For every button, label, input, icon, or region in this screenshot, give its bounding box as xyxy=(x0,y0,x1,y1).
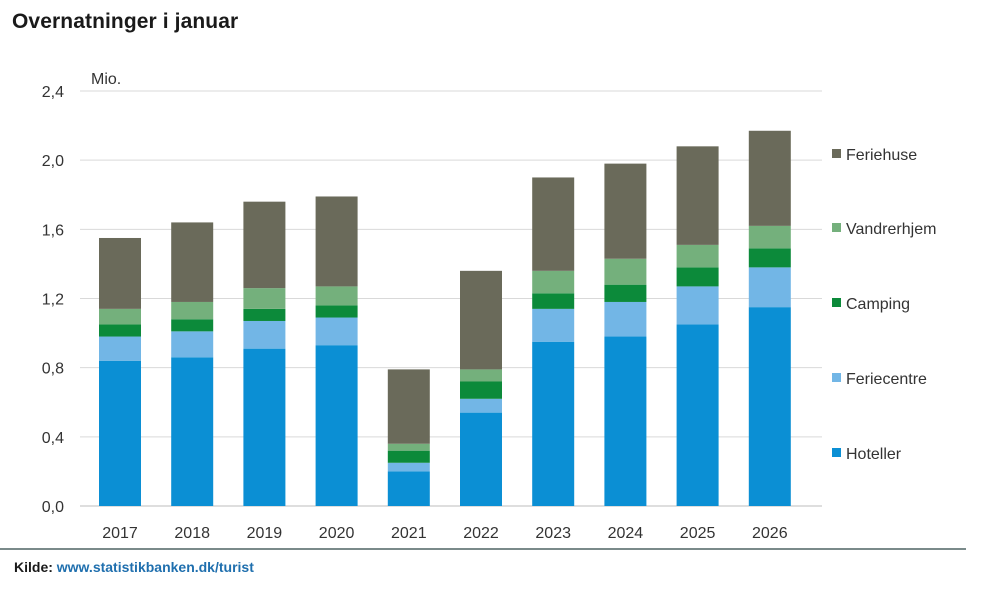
y-tick-label: 0,0 xyxy=(42,499,64,516)
bar-segment xyxy=(387,450,430,463)
bar-segment xyxy=(171,222,214,302)
y-tick-label: 0,4 xyxy=(42,430,64,447)
bar-segment xyxy=(315,305,358,318)
bar-segment xyxy=(676,286,719,325)
x-tick-label: 2019 xyxy=(247,525,283,542)
bar-segment xyxy=(748,267,791,308)
bar-segment xyxy=(387,443,430,451)
bar-segment xyxy=(315,345,358,506)
bar-segment xyxy=(99,308,141,325)
bar-segment xyxy=(748,225,791,249)
bar-segment xyxy=(604,258,647,285)
bar-segment xyxy=(387,462,430,472)
bar-segment xyxy=(243,348,286,506)
bar-segment xyxy=(604,163,647,259)
x-tick-label: 2022 xyxy=(463,525,499,542)
legend-swatch xyxy=(832,373,841,382)
x-tick-label: 2023 xyxy=(535,525,571,542)
chart-title: Overnatninger i januar xyxy=(12,10,239,33)
source-note: Kilde: www.statistikbanken.dk/turist xyxy=(14,559,254,575)
bars xyxy=(99,130,791,506)
source-divider xyxy=(0,548,966,550)
bar-segment xyxy=(676,267,719,287)
y-tick-label: 0,8 xyxy=(42,361,64,378)
bar-segment xyxy=(171,319,214,332)
legend-label: Hoteller xyxy=(846,446,902,463)
x-tick-label: 2017 xyxy=(102,525,138,542)
bar-segment xyxy=(532,270,575,294)
legend-swatch xyxy=(832,149,841,158)
bar-segment xyxy=(315,317,358,346)
bar-segment xyxy=(676,324,719,506)
bar-segment xyxy=(460,369,502,382)
bar-segment xyxy=(171,331,214,358)
source-link[interactable]: www.statistikbanken.dk/turist xyxy=(56,559,254,575)
bar-segment xyxy=(532,177,575,271)
bar-segment xyxy=(748,130,791,226)
legend-swatch xyxy=(832,223,841,232)
bar-segment xyxy=(604,301,647,337)
bar-segment xyxy=(387,369,430,444)
legend-swatch xyxy=(832,298,841,307)
y-axis: 0,0 0,4 0,8 1,2 1,6 2,0 2,4 xyxy=(42,84,64,516)
bar-segment xyxy=(460,398,502,413)
bar-segment xyxy=(99,237,141,309)
bar-segment xyxy=(171,301,214,320)
bar-segment xyxy=(243,201,286,289)
source-label: Kilde: xyxy=(14,559,53,575)
bar-segment xyxy=(532,293,575,309)
bar-segment xyxy=(676,244,719,268)
legend-label: Camping xyxy=(846,296,910,313)
bar-segment xyxy=(676,146,719,245)
bar-segment xyxy=(460,270,502,370)
legend: Hoteller Feriecentre Camping Vandrerhjem Fer… xyxy=(832,147,936,463)
bar-segment xyxy=(315,196,358,287)
bar-segment xyxy=(243,288,286,309)
y-tick-label: 2,0 xyxy=(42,153,64,170)
y-tick-label: 2,4 xyxy=(42,84,64,101)
bar-segment xyxy=(460,412,502,506)
bar-segment xyxy=(99,336,141,361)
bar-segment xyxy=(315,286,358,306)
bar-segment xyxy=(532,308,575,342)
legend-swatch xyxy=(832,448,841,457)
legend-label: Feriecentre xyxy=(846,371,927,388)
x-axis: 2017 2018 2019 2020 2021 2022 2023 2024 2025 2026 xyxy=(102,525,787,542)
x-tick-label: 2021 xyxy=(391,525,427,542)
bar-segment xyxy=(99,324,141,337)
bar-segment xyxy=(748,248,791,268)
bar-segment xyxy=(387,471,430,506)
bar-segment xyxy=(604,284,647,302)
legend-label: Vandrerhjem xyxy=(846,221,936,238)
legend-label: Feriehuse xyxy=(846,147,917,164)
y-unit-label: Mio. xyxy=(91,71,121,88)
y-tick-label: 1,2 xyxy=(42,292,64,309)
x-tick-label: 2025 xyxy=(680,525,716,542)
bar-segment xyxy=(748,307,791,506)
bar-segment xyxy=(243,308,286,321)
bar-segment xyxy=(604,336,647,506)
x-tick-label: 2024 xyxy=(608,525,644,542)
bar-segment xyxy=(460,381,502,399)
bar-segment xyxy=(243,320,286,349)
x-tick-label: 2018 xyxy=(174,525,210,542)
y-tick-label: 1,6 xyxy=(42,222,64,239)
bar-segment xyxy=(99,360,141,506)
bar-segment xyxy=(532,341,575,506)
x-tick-label: 2020 xyxy=(319,525,355,542)
bar-segment xyxy=(171,357,214,506)
x-tick-label: 2026 xyxy=(752,525,788,542)
